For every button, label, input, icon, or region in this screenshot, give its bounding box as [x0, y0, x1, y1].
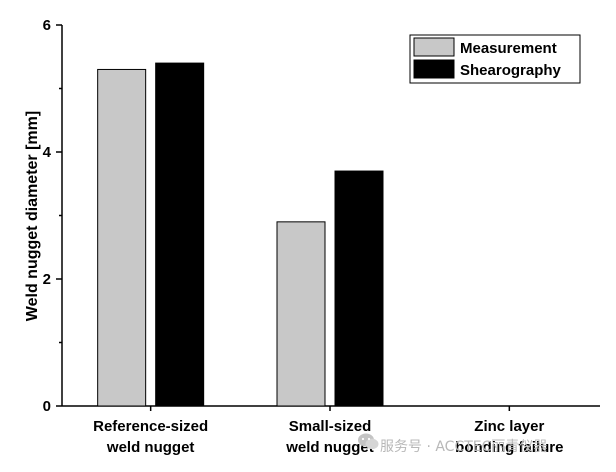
x-categories: Reference-sized weld nugget Small-sized wel… — [93, 406, 563, 456]
y-tick-label: 0 — [43, 398, 51, 415]
x-category-label: Reference-sized weld nugget — [93, 418, 208, 456]
watermark: 服务号 · ACCTEC丽青仪器 — [358, 433, 547, 455]
x-category-label: Small-sized weld nugget — [285, 418, 374, 456]
bars — [97, 62, 384, 407]
y-tick-label: 2 — [43, 271, 51, 288]
bar-measurement-0 — [97, 68, 147, 407]
wechat-icon — [358, 433, 379, 450]
legend-label-shearography: Shearography — [460, 62, 562, 79]
watermark-text: 服务号 · ACCTEC丽青仪器 — [380, 439, 547, 455]
y-axis-title: Weld nugget diameter [mm] — [24, 111, 41, 321]
y-tick-label: 6 — [43, 17, 51, 34]
bar-shearography-0 — [155, 62, 205, 407]
bar-measurement-1 — [276, 221, 326, 407]
x-category-label: Zinc layer bonding failure — [455, 418, 563, 456]
legend-label-measurement: Measurement — [460, 40, 557, 57]
legend-swatch-measurement — [413, 37, 455, 57]
legend-swatch-shearography — [413, 59, 455, 79]
y-ticks: 0 2 4 6 — [43, 17, 62, 415]
legend: Measurement Shearography — [409, 34, 581, 84]
bar-shearography-1 — [334, 170, 384, 407]
y-tick-label: 4 — [43, 144, 52, 161]
